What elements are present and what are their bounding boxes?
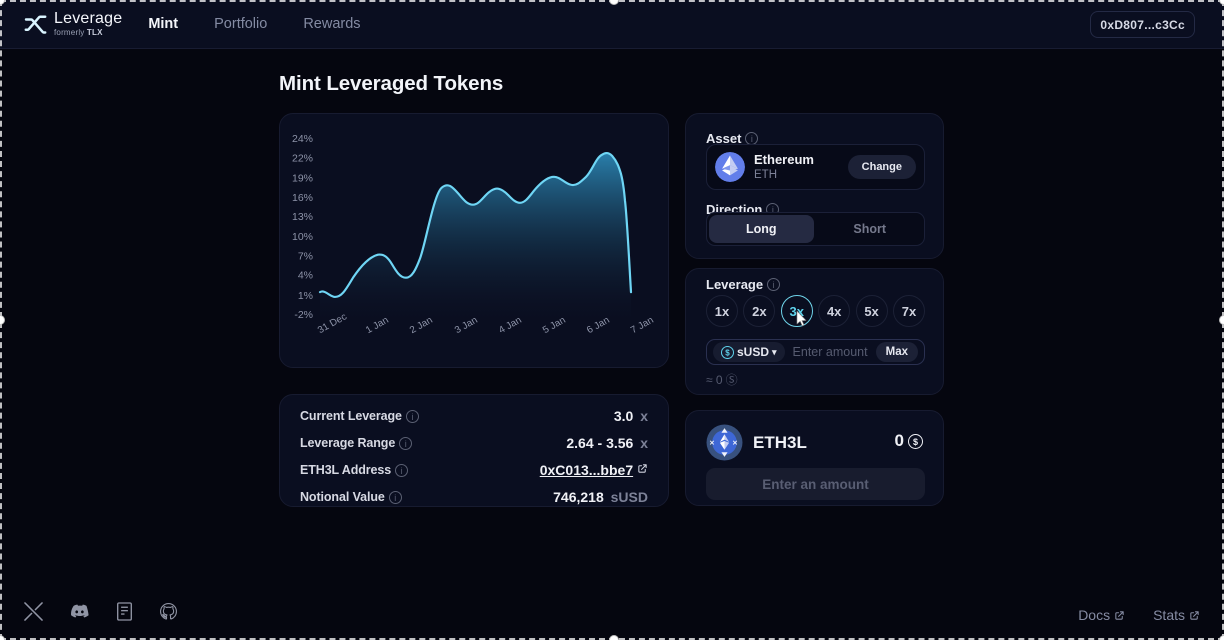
svg-text:-2%: -2% xyxy=(294,310,313,321)
svg-text:✕: ✕ xyxy=(709,440,715,447)
svg-text:✕: ✕ xyxy=(732,440,738,447)
svg-text:22%: 22% xyxy=(292,154,313,165)
svg-text:$: $ xyxy=(913,437,918,447)
svg-text:7%: 7% xyxy=(298,252,313,263)
svg-text:4%: 4% xyxy=(298,271,313,282)
svg-text:$: $ xyxy=(725,348,730,357)
svg-text:7 Jan: 7 Jan xyxy=(629,315,656,336)
svg-text:10%: 10% xyxy=(292,232,313,243)
svg-text:13%: 13% xyxy=(292,212,313,223)
svg-text:24%: 24% xyxy=(292,134,313,145)
svg-text:19%: 19% xyxy=(292,174,313,185)
svg-text:1%: 1% xyxy=(298,291,313,302)
svg-text:16%: 16% xyxy=(292,193,313,204)
